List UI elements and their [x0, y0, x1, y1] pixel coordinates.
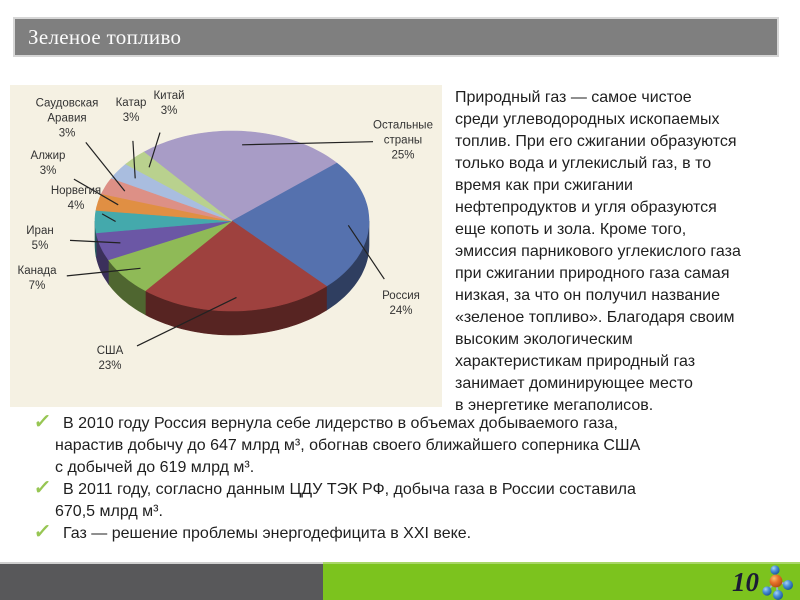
pie-label-others: Остальные страны 25%: [373, 119, 433, 162]
bullet-item: ✓ Газ — решение проблемы энергодефицита в…: [32, 521, 472, 543]
pie-slice-saudi: [100, 177, 233, 222]
pie-label-canada: Канада 7%: [17, 265, 57, 292]
pie-chart: [66, 130, 385, 347]
pie-slice-norway: [94, 209, 233, 234]
pie-leader-canada: [66, 267, 141, 277]
footer-bar-green: 10: [323, 562, 800, 600]
pie-leader-others: [242, 141, 374, 146]
paragraph-text: Природный газ — самое чистое среди углев…: [455, 89, 741, 414]
bullet-list: ✓ В 2010 году Россия вернула себе лидерст…: [32, 411, 783, 545]
pie-label-china: Китай 3%: [153, 90, 185, 117]
pie-leader-norway: [101, 213, 116, 223]
pie-leader-iran: [69, 239, 121, 244]
pie-leader-algeria: [73, 178, 119, 206]
pie-label-saudi: Саудовская Аравия 3%: [35, 97, 99, 140]
pie-slice-iran: [95, 220, 233, 261]
footer-bar-gray: [0, 562, 323, 600]
bullet-item: ✓ В 2010 году Россия вернула себе лидерст…: [32, 411, 641, 476]
slide-title: Зеленое топливо: [28, 24, 182, 49]
pie-label-russia: Россия 24%: [382, 290, 420, 317]
pie-slice-usa: [144, 220, 328, 312]
pie-slice-others: [143, 130, 338, 222]
check-icon: ✓: [32, 477, 53, 499]
pie-label-norway: Норвегия 4%: [50, 185, 102, 212]
pie-label-qatar: Катар 3%: [115, 97, 147, 124]
slide-title-bar: Зеленое топливо: [13, 17, 779, 57]
pie-label-algeria: Алжир 3%: [30, 150, 66, 177]
pie-label-usa: США 23%: [96, 345, 124, 372]
pie-slice-russia: [231, 162, 370, 287]
pie-label-iran: Иран 5%: [26, 225, 54, 252]
page-number: 10: [732, 566, 759, 597]
pie-leader-russia: [347, 224, 385, 280]
chart-area: Остальные страны 25% Россия 24% США 23% Кан…: [10, 85, 442, 407]
pie-leader-usa: [136, 296, 237, 347]
molecule-icon: [762, 565, 793, 600]
bullet-item: ✓ В 2011 году, согласно данным ЦДУ ТЭК РФ…: [32, 477, 636, 520]
check-icon: ✓: [32, 521, 53, 543]
pie-leader-saudi: [85, 142, 126, 192]
pie-leader-china: [148, 132, 161, 168]
pie-leader-qatar: [132, 140, 136, 179]
pie-slice-qatar: [110, 163, 233, 222]
check-icon: ✓: [32, 411, 53, 433]
pie-slice-canada: [107, 220, 233, 292]
